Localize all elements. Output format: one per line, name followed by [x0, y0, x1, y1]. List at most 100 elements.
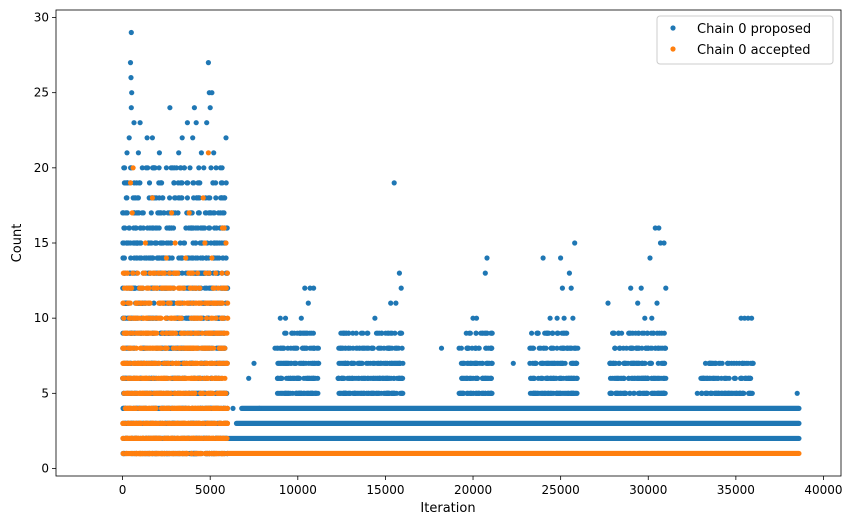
accepted-point	[179, 390, 185, 396]
proposed-point	[352, 390, 358, 396]
accepted-point	[134, 450, 140, 457]
proposed-point	[184, 315, 190, 321]
accepted-point	[142, 270, 148, 276]
proposed-point	[663, 285, 669, 291]
proposed-point	[539, 390, 545, 396]
proposed-point	[190, 135, 196, 141]
proposed-point	[635, 300, 641, 306]
proposed-point	[310, 360, 316, 366]
accepted-point	[176, 345, 182, 351]
accepted-point	[152, 270, 158, 276]
accepted-point	[189, 405, 195, 411]
proposed-point	[219, 165, 225, 171]
accepted-point	[210, 300, 216, 306]
proposed-point	[396, 270, 402, 276]
proposed-point	[124, 150, 130, 156]
proposed-point	[307, 390, 313, 396]
x-axis-label: Iteration	[420, 501, 475, 516]
proposed-point	[167, 225, 173, 231]
proposed-point	[474, 360, 480, 366]
proposed-point	[200, 255, 206, 261]
proposed-point	[628, 285, 634, 291]
proposed-point	[219, 195, 225, 201]
accepted-point	[140, 285, 146, 291]
accepted-point	[125, 390, 131, 396]
accepted-point	[221, 330, 227, 336]
proposed-point	[748, 360, 754, 366]
proposed-point	[179, 255, 185, 261]
proposed-point	[177, 165, 183, 171]
accepted-point	[179, 330, 185, 336]
proposed-point	[122, 165, 128, 171]
proposed-point	[639, 360, 645, 366]
accepted-point	[135, 375, 141, 381]
proposed-point	[223, 180, 229, 186]
proposed-point	[370, 360, 376, 366]
proposed-point	[399, 345, 405, 351]
accepted-point	[174, 420, 180, 426]
accepted-point	[163, 435, 169, 441]
proposed-point	[298, 315, 304, 321]
proposed-point	[708, 360, 714, 366]
accepted-point	[123, 360, 129, 366]
proposed-point	[193, 225, 199, 231]
proposed-point	[384, 360, 390, 366]
y-tick-label: 30	[34, 11, 49, 25]
proposed-point	[136, 180, 142, 186]
proposed-point	[647, 360, 653, 366]
accepted-point	[213, 420, 219, 426]
proposed-point	[484, 255, 490, 261]
proposed-point	[473, 345, 479, 351]
x-tick-label: 0	[119, 483, 127, 497]
proposed-point	[297, 360, 303, 366]
proposed-point	[480, 360, 486, 366]
proposed-point	[648, 330, 654, 336]
y-axis-ticks: 0 5 10 15 20 25 30	[34, 11, 56, 475]
proposed-point	[149, 225, 155, 231]
proposed-point	[156, 150, 162, 156]
proposed-point	[605, 300, 611, 306]
proposed-point	[184, 180, 190, 186]
proposed-point	[124, 195, 130, 201]
accepted-point	[215, 360, 221, 366]
accepted-point	[204, 375, 210, 381]
accepted-point	[145, 390, 151, 396]
proposed-point	[191, 195, 197, 201]
proposed-point	[607, 375, 614, 381]
proposed-point	[532, 360, 539, 366]
accepted-point	[219, 285, 225, 291]
accepted-point	[218, 315, 224, 321]
proposed-point	[196, 195, 202, 201]
proposed-point	[347, 375, 353, 381]
proposed-point	[131, 180, 137, 186]
proposed-point	[220, 255, 226, 261]
proposed-point	[486, 360, 492, 366]
accepted-point	[188, 285, 194, 291]
accepted-point	[158, 390, 164, 396]
proposed-point	[195, 180, 201, 186]
proposed-point	[133, 255, 139, 261]
proposed-point	[661, 390, 667, 396]
legend-label-accepted: Chain 0 accepted	[697, 43, 811, 58]
proposed-point	[208, 165, 214, 171]
proposed-point	[283, 375, 289, 381]
proposed-point	[398, 285, 404, 291]
accepted-point	[120, 300, 126, 306]
proposed-point	[198, 240, 204, 246]
proposed-point	[510, 360, 516, 366]
proposed-point	[211, 210, 217, 216]
proposed-point	[347, 390, 353, 396]
proposed-point	[527, 360, 533, 366]
accepted-point	[125, 375, 131, 381]
accepted-point	[124, 435, 130, 441]
proposed-point	[140, 210, 146, 216]
legend-label-proposed: Chain 0 proposed	[697, 22, 811, 37]
accepted-point	[204, 435, 210, 441]
accepted-point	[213, 315, 219, 321]
accepted-point	[186, 210, 192, 216]
x-axis-ticks: 0 5000 10000 15000 20000 25000 30000 35000 40000	[119, 476, 843, 497]
proposed-point	[538, 375, 544, 381]
proposed-point	[559, 345, 565, 351]
accepted-point	[143, 375, 149, 381]
